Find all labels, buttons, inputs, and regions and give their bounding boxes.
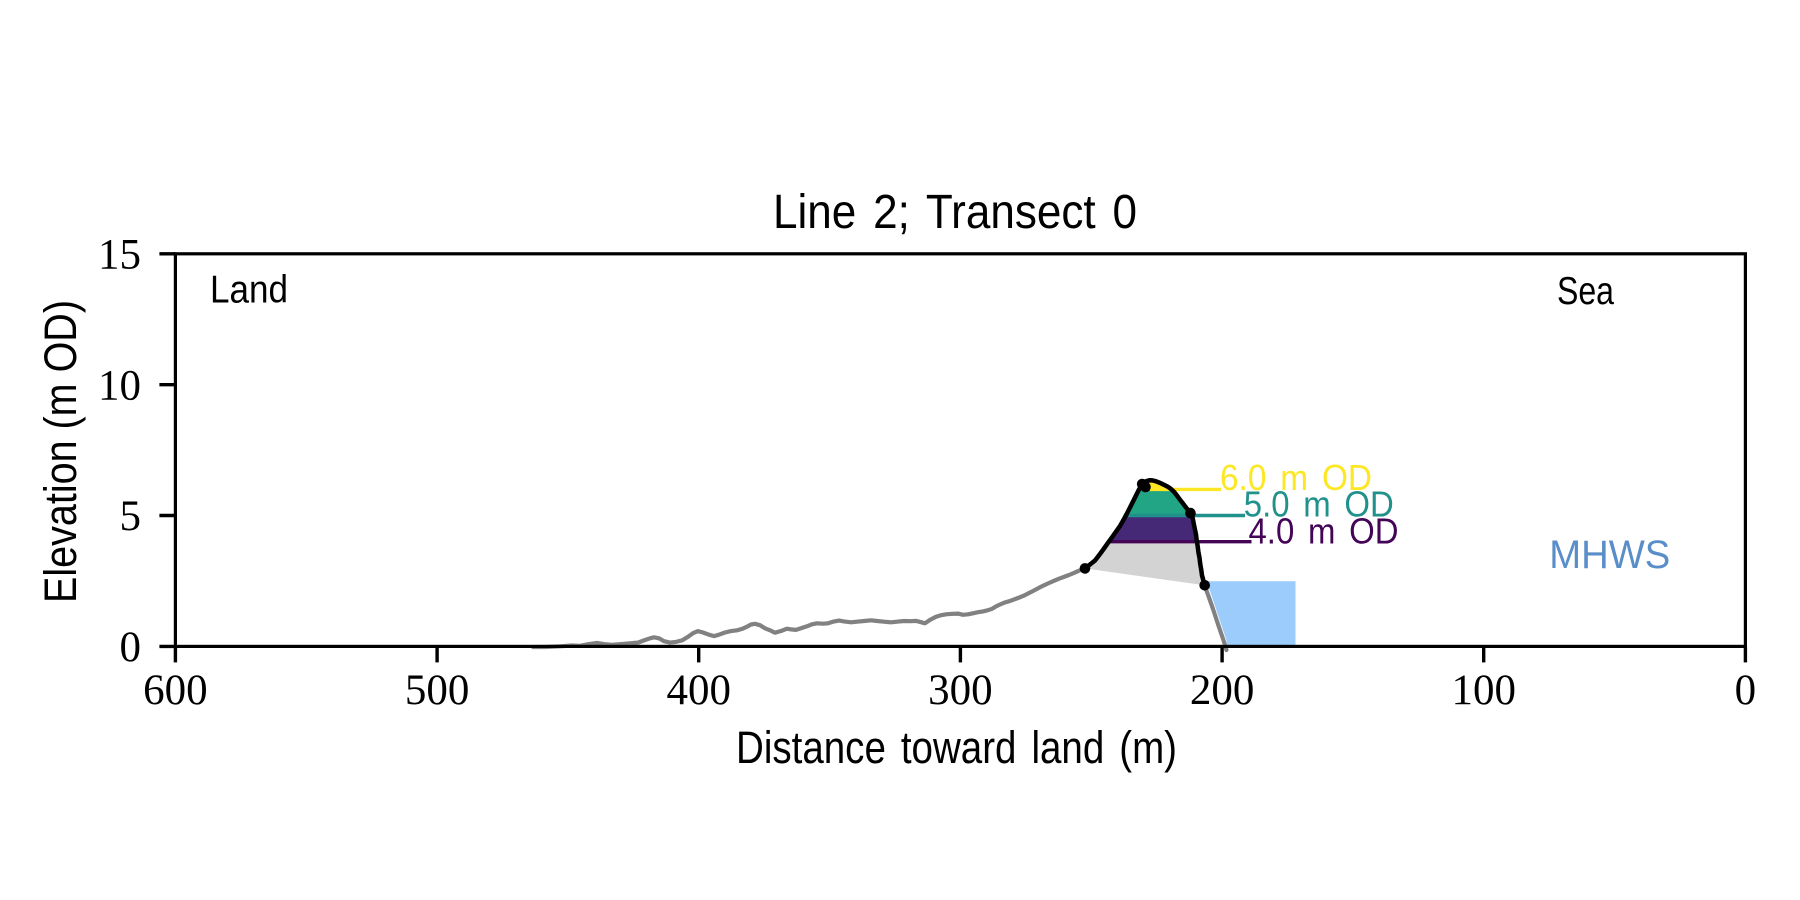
svg-text:Distance toward land (m): Distance toward land (m) <box>736 722 1177 773</box>
svg-text:15: 15 <box>98 231 141 278</box>
svg-text:300: 300 <box>928 667 993 714</box>
svg-text:Land: Land <box>210 269 288 312</box>
svg-text:200: 200 <box>1190 667 1255 714</box>
svg-text:Elevation (m OD): Elevation (m OD) <box>35 300 86 603</box>
svg-text:10: 10 <box>98 362 141 409</box>
svg-text:500: 500 <box>405 667 470 714</box>
svg-text:Sea: Sea <box>1557 270 1614 313</box>
svg-text:0: 0 <box>1735 667 1757 714</box>
svg-text:0: 0 <box>120 624 142 671</box>
svg-text:6.0 m OD: 6.0 m OD <box>1220 457 1372 498</box>
svg-text:100: 100 <box>1451 667 1516 714</box>
svg-text:4.0 m OD: 4.0 m OD <box>1249 511 1399 552</box>
svg-text:5.0 m OD: 5.0 m OD <box>1244 484 1394 525</box>
svg-text:5: 5 <box>120 493 142 540</box>
svg-text:600: 600 <box>143 667 208 714</box>
svg-text:MHWS: MHWS <box>1549 533 1670 577</box>
svg-text:Line 2; Transect 0: Line 2; Transect 0 <box>773 186 1137 239</box>
svg-text:400: 400 <box>666 667 731 714</box>
